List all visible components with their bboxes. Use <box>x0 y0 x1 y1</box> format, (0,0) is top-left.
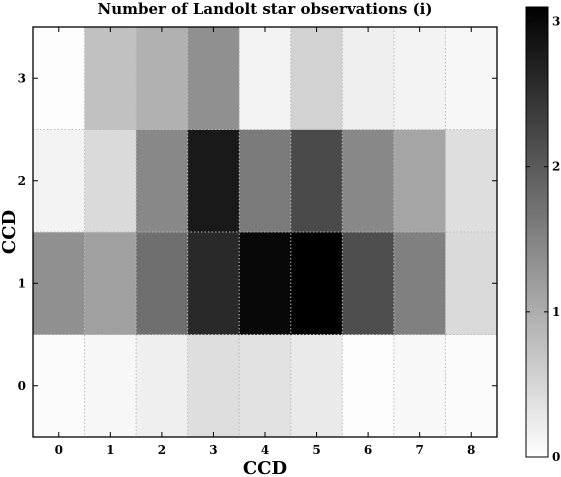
heatmap-cell-8-3 <box>445 27 498 130</box>
x-tick-label: 5 <box>312 443 320 457</box>
colorbar <box>525 6 549 458</box>
x-tick-label: 2 <box>158 443 166 457</box>
x-tick-label: 7 <box>415 443 423 457</box>
heatmap-cell-0-1 <box>33 232 85 335</box>
colorbar-ticks: 0 1 2 3 <box>526 15 560 464</box>
grid-lines <box>33 27 497 437</box>
x-tick-label: 8 <box>467 443 475 457</box>
heatmap-cell-8-1 <box>445 232 498 335</box>
y-tick-label: 1 <box>18 276 26 290</box>
heatmap-cell-5-1 <box>290 232 343 335</box>
x-axis-label: CCD <box>243 458 287 477</box>
heatmap-cell-4-2 <box>239 129 292 233</box>
heatmap-cell-3-0 <box>187 334 240 438</box>
heatmap-cell-4-3 <box>239 27 292 130</box>
y-tick-label: 3 <box>18 71 26 85</box>
heatmap-cell-7-0 <box>393 334 446 438</box>
chart-title: Number of Landolt star observations (i) <box>98 0 433 18</box>
heatmap-cell-0-2 <box>33 129 85 233</box>
colorbar-tick-label: 1 <box>552 305 560 319</box>
heatmap-cell-3-2 <box>187 129 240 233</box>
x-tick-label: 3 <box>209 443 217 457</box>
heatmap-cell-1-3 <box>84 27 137 130</box>
heatmap-cell-6-0 <box>342 334 395 438</box>
heatmap-cell-1-0 <box>84 334 137 438</box>
heatmap-cell-7-2 <box>393 129 446 233</box>
heatmap-cell-1-2 <box>84 129 137 233</box>
x-tick-label: 6 <box>364 443 372 457</box>
heatmap-cell-6-2 <box>342 129 395 233</box>
heatmap-cell-6-3 <box>342 27 395 130</box>
heatmap-cell-2-2 <box>136 129 188 233</box>
x-tick-label: 1 <box>106 443 114 457</box>
y-axis-label: CCD <box>0 210 20 254</box>
heatmap-cell-2-0 <box>136 334 188 438</box>
heatmap-cell-2-3 <box>136 27 188 130</box>
x-tick-label: 0 <box>55 443 63 457</box>
heatmap-cell-7-1 <box>393 232 446 335</box>
heatmap-cell-1-1 <box>84 232 137 335</box>
heatmap-cell-0-0 <box>33 334 85 438</box>
heatmap-cell-0-3 <box>33 27 85 130</box>
colorbar-tick-label: 0 <box>552 450 560 464</box>
colorbar-tick-label: 2 <box>552 160 560 174</box>
heatmap-cell-2-1 <box>136 232 188 335</box>
heatmap-cell-7-3 <box>393 27 446 130</box>
x-axis-ticks: 0 1 2 3 4 5 6 7 8 <box>55 27 475 457</box>
colorbar-tick-label: 3 <box>552 15 560 29</box>
y-tick-label: 0 <box>18 379 26 393</box>
y-tick-label: 2 <box>18 174 26 188</box>
heatmap-cell-5-2 <box>290 129 343 233</box>
heatmap-cell-3-1 <box>187 232 240 335</box>
heatmap-cell-4-0 <box>239 334 292 438</box>
heatmap-cell-4-1 <box>239 232 292 335</box>
heatmap-cell-5-0 <box>290 334 343 438</box>
y-axis-ticks: 0 1 2 3 <box>18 71 497 393</box>
heatmap-cells <box>33 27 498 438</box>
heatmap-cell-5-3 <box>290 27 343 130</box>
heatmap-cell-6-1 <box>342 232 395 335</box>
heatmap-cell-8-2 <box>445 129 498 233</box>
heatmap-cell-8-0 <box>445 334 498 438</box>
x-tick-label: 4 <box>261 443 269 457</box>
heatmap-cell-3-3 <box>187 27 240 130</box>
